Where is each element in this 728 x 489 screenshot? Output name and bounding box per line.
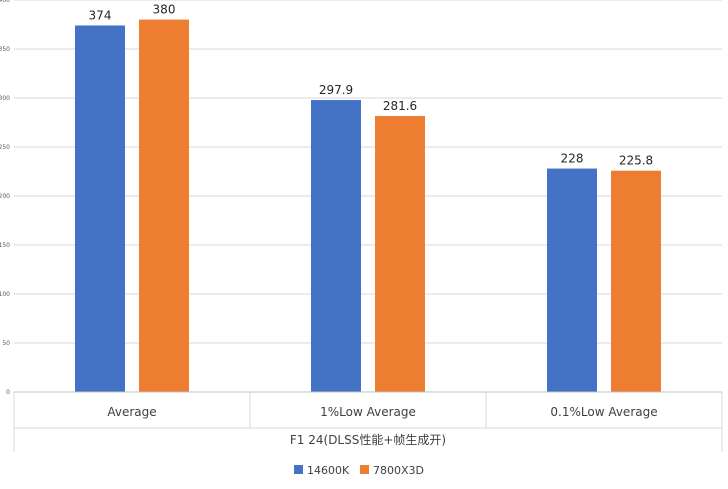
- bar: [139, 19, 189, 392]
- y-axis: 0 50 100 150 200 250 300 350 400: [0, 0, 10, 396]
- category-frame: [13, 391, 723, 452]
- x-axis-title: F1 24(DLSS性能+帧生成开): [290, 433, 446, 447]
- y-tick-label: 300: [0, 95, 10, 102]
- data-label: 297.9: [319, 83, 353, 97]
- value-labels: 374 380 297.9 281.6 228 225.8: [89, 3, 654, 168]
- y-tick-label: 150: [0, 242, 10, 249]
- bar: [311, 100, 361, 393]
- y-tick-label: 100: [0, 291, 10, 298]
- y-tick-label: 200: [0, 193, 10, 200]
- y-tick-label: 250: [0, 144, 10, 151]
- legend-label: 7800X3D: [373, 464, 424, 477]
- data-label: 380: [153, 3, 176, 17]
- data-label: 228: [561, 152, 584, 166]
- data-label: 374: [89, 8, 112, 22]
- y-tick-label: 0: [6, 389, 10, 396]
- bar: [547, 168, 597, 392]
- bar: [75, 25, 125, 392]
- data-label: 281.6: [383, 99, 417, 113]
- legend-swatch: [294, 465, 303, 474]
- x-tick-label: 0.1%Low Average: [550, 405, 657, 419]
- x-axis-categories: Average 1%Low Average 0.1%Low Average: [107, 405, 657, 419]
- x-tick-label: 1%Low Average: [320, 405, 416, 419]
- bars: [75, 19, 661, 393]
- data-label: 225.8: [619, 154, 653, 168]
- y-tick-label: 350: [0, 46, 10, 53]
- bar: [611, 170, 661, 392]
- x-tick-label: Average: [107, 405, 156, 419]
- y-tick-label: 50: [2, 340, 10, 347]
- legend-swatch: [360, 465, 369, 474]
- gridlines: [14, 0, 722, 393]
- bar: [375, 116, 425, 393]
- legend-label: 14600K: [307, 464, 350, 477]
- legend: 14600K 7800X3D: [294, 464, 424, 477]
- y-tick-label: 400: [0, 0, 10, 4]
